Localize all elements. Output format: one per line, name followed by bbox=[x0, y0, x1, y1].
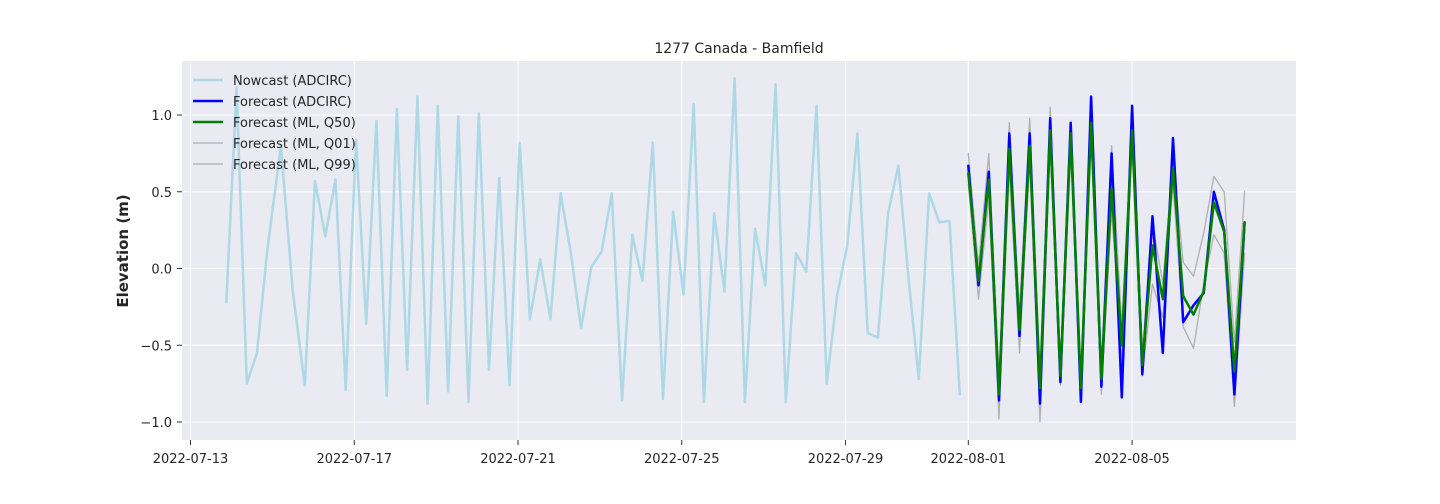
x-tick-label: 2022-07-17 bbox=[316, 452, 392, 467]
chart-title: 1277 Canada - Bamfield bbox=[654, 41, 823, 57]
legend-label: Nowcast (ADCIRC) bbox=[233, 74, 352, 89]
y-axis-label: Elevation (m) bbox=[114, 194, 132, 307]
y-tick-label: 1.0 bbox=[151, 109, 172, 124]
y-tick-label: −1.0 bbox=[140, 416, 172, 431]
y-axis-ticks: −1.0 −0.5 0.0 0.5 1.0 bbox=[140, 109, 182, 431]
x-tick-label: 2022-08-01 bbox=[931, 452, 1007, 467]
legend: Nowcast (ADCIRC) Forecast (ADCIRC) Forecas… bbox=[193, 74, 356, 173]
x-tick-label: 2022-07-29 bbox=[808, 452, 884, 467]
legend-label: Forecast (ML, Q99) bbox=[233, 158, 356, 173]
series-layer bbox=[225, 76, 1246, 423]
legend-label: Forecast (ML, Q50) bbox=[233, 116, 356, 131]
series-line-forecast-ml-q50 bbox=[967, 121, 1246, 396]
series-line-nowcast-adcirc bbox=[225, 76, 962, 405]
x-tick-label: 2022-08-05 bbox=[1094, 452, 1170, 467]
y-tick-label: −0.5 bbox=[140, 339, 172, 354]
x-axis-ticks: 2022-07-13 2022-07-17 2022-07-21 2022-07-25… bbox=[153, 440, 1170, 467]
legend-label: Forecast (ML, Q01) bbox=[233, 137, 356, 152]
legend-label: Forecast (ADCIRC) bbox=[233, 95, 352, 110]
y-tick-label: 0.0 bbox=[151, 263, 172, 278]
x-tick-label: 2022-07-21 bbox=[480, 452, 556, 467]
x-tick-label: 2022-07-25 bbox=[644, 452, 720, 467]
x-tick-label: 2022-07-13 bbox=[153, 452, 229, 467]
y-tick-label: 0.5 bbox=[151, 186, 172, 201]
